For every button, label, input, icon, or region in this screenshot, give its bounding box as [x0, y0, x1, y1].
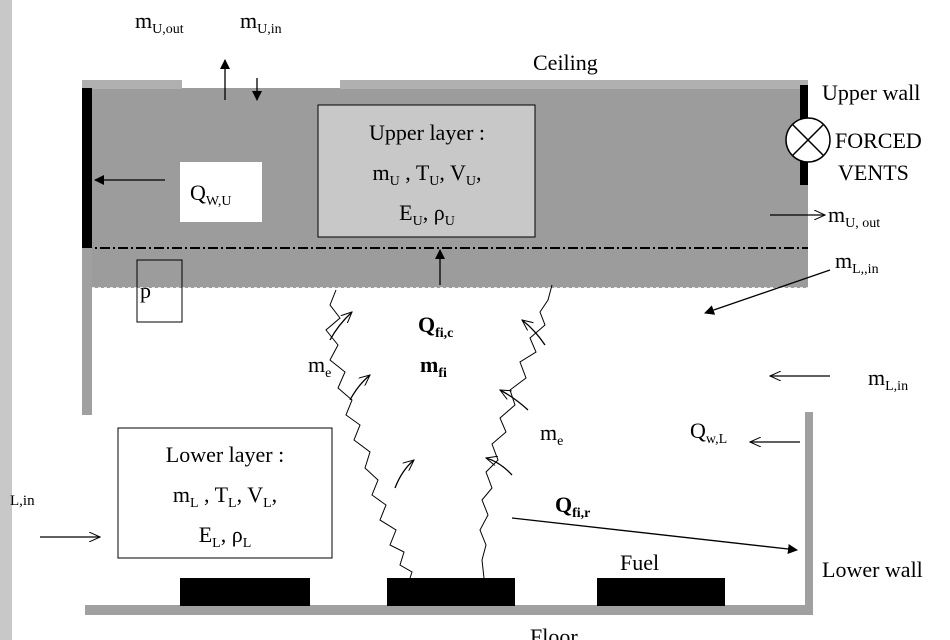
fuel-bed — [180, 578, 310, 606]
text-part: E — [199, 522, 212, 547]
diagram: mU,out mU,in Ceiling Upper wall FORCED V… — [0, 0, 950, 640]
ceiling — [340, 80, 808, 89]
box-heading: Upper layer : — [369, 120, 485, 145]
text-part: m — [372, 160, 389, 185]
label: L,in — [10, 493, 35, 509]
label: Ceiling — [533, 50, 598, 75]
subscript: U — [390, 174, 400, 189]
fuel-bed — [387, 578, 515, 606]
text-part: , T — [199, 482, 229, 507]
text-part: m — [173, 482, 190, 507]
text-part: , — [272, 482, 278, 507]
label: FORCED — [835, 128, 922, 153]
label: VENTS — [838, 160, 909, 185]
subscript: L — [228, 496, 237, 511]
left-wall-upper — [82, 88, 92, 248]
subscript: L — [263, 496, 272, 511]
floor — [85, 605, 813, 615]
ceiling — [82, 80, 182, 89]
text-part: E — [399, 200, 412, 225]
text-part: , ρ — [221, 522, 243, 547]
label: me — [540, 420, 563, 449]
plume-edge — [326, 290, 412, 578]
subscript: U — [429, 174, 439, 189]
label: Fuel — [620, 550, 659, 575]
page-edge — [0, 0, 12, 640]
subscript: U — [413, 214, 423, 229]
label: Upper wall — [822, 80, 920, 105]
subscript: L — [212, 536, 221, 551]
text-part: , V — [439, 160, 466, 185]
label: me — [308, 352, 331, 381]
label: Lower wall — [822, 557, 923, 582]
fuel-bed — [597, 578, 725, 606]
label: mU, out — [828, 202, 880, 231]
subscript: U — [445, 214, 455, 229]
label: Qfi,c — [418, 312, 453, 341]
subscript: L — [243, 536, 252, 551]
label: Qw,L — [690, 418, 727, 447]
subscript: L — [190, 496, 199, 511]
lower-wall — [805, 412, 813, 615]
box-line: mL , TL, VL, — [173, 482, 277, 511]
box-line: mU , TU, VU, — [372, 160, 481, 189]
label: mU,in — [240, 8, 282, 37]
label: mL,in — [868, 365, 908, 394]
label: Qfi,r — [555, 492, 590, 521]
text-part: , ρ — [423, 200, 445, 225]
label: mfi — [420, 352, 447, 381]
label: Floor — [530, 624, 578, 640]
label: mU,out — [135, 8, 184, 37]
box-heading: Lower layer : — [166, 442, 285, 467]
label: p — [140, 278, 151, 303]
subscript: U — [466, 174, 476, 189]
text-part: , — [476, 160, 482, 185]
text-part: , V — [237, 482, 264, 507]
text-part: , T — [400, 160, 430, 185]
label: mL,,in — [835, 248, 879, 277]
